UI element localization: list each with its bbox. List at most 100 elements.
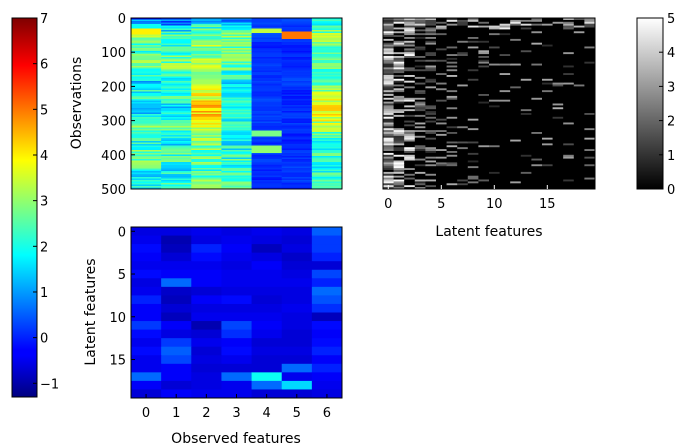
latent-feature-cell (499, 171, 511, 175)
loading-cell (221, 261, 253, 271)
latent-feature-cell (584, 122, 596, 125)
latent-feature-cell (467, 122, 479, 125)
latent-feature-cell (404, 105, 416, 108)
observation-cell (281, 138, 313, 140)
observation-cell (221, 85, 253, 88)
latent-feature-cell (457, 33, 469, 36)
observation-cell (191, 139, 222, 142)
latent-feature-cell (383, 57, 394, 61)
loading-cell (161, 235, 192, 245)
latent-feature-cell (520, 29, 532, 32)
latent-feature-cell (510, 90, 522, 93)
latent-feature-cell (478, 113, 490, 116)
observation-cell (221, 144, 253, 146)
observation-cell (281, 141, 313, 143)
loading-cell (251, 355, 283, 365)
observation-cell (221, 105, 253, 107)
latent-feature-cell (436, 132, 447, 135)
latent-feature-cell (393, 21, 405, 25)
observation-cell (161, 132, 192, 134)
latent-feature-cell (489, 35, 500, 38)
latent-feature-cell (563, 113, 575, 116)
latent-feature-cell (383, 116, 394, 120)
observation-cell (131, 151, 162, 154)
latent-feature-cell (393, 48, 405, 51)
latent-feature-cell (563, 59, 575, 63)
latent-feature-cell (520, 25, 532, 28)
latent-feature-cell (499, 154, 511, 158)
observation-cell (311, 88, 343, 91)
latent-feature-cell (478, 128, 490, 131)
observation-cell (161, 76, 192, 79)
latent-feature-cell (542, 40, 553, 44)
observations-y-tick-label: 500 (101, 183, 126, 198)
observation-cell (221, 39, 253, 41)
latent-feature-cell (499, 114, 511, 118)
observation-cell (131, 72, 162, 74)
latent-feature-cell (393, 50, 405, 53)
observation-cell (131, 48, 162, 50)
observation-cell (281, 78, 313, 80)
latent-feature-cell (425, 84, 437, 87)
latent-feature-cell (446, 185, 458, 188)
observation-cell (161, 19, 192, 22)
observation-cell (251, 160, 283, 163)
observation-cell (281, 94, 313, 97)
latent-feature-cell (584, 116, 596, 120)
latent-feature-cell (520, 56, 532, 59)
latent-feature-cell (499, 181, 511, 184)
latent-feature-cell (573, 151, 585, 154)
observation-cell (251, 93, 283, 95)
latent-feature-cell (542, 160, 553, 163)
observation-cell (311, 39, 343, 41)
observation-cell (191, 36, 222, 38)
latent-feature-cell (404, 139, 416, 142)
latent-feature-cell (414, 88, 426, 91)
latent-feature-cell (478, 88, 490, 91)
latent-feature-cell (563, 23, 575, 26)
latent-feature-cell (552, 21, 564, 25)
latent-feature-cell (489, 147, 500, 150)
latent-feature-cell (457, 48, 469, 51)
latent-feature-cell (436, 166, 447, 169)
observation-cell (191, 121, 222, 124)
latent-feature-cell (393, 126, 405, 129)
latent-feature-cell (499, 135, 511, 139)
latent-feature-cell (478, 107, 490, 110)
latent-feature-cell (584, 114, 596, 118)
observation-cell (311, 51, 343, 53)
observation-cell (221, 150, 253, 152)
latent-feature-cell (425, 122, 437, 125)
latent-feature-cell (436, 44, 447, 47)
observation-cell (311, 175, 343, 178)
latent-feature-cell (425, 90, 437, 93)
latent-feature-cell (446, 84, 458, 87)
latent-feature-cell (542, 151, 553, 154)
observations-y-tick-label: 200 (101, 80, 126, 95)
observation-cell (221, 156, 253, 158)
latent-feature-cell (563, 147, 575, 150)
latent-feature-cell (446, 63, 458, 66)
latent-feature-cell (393, 18, 405, 21)
latent-feature-cell (510, 181, 522, 184)
latent-feature-cell (467, 128, 479, 131)
latent-feature-cell (531, 101, 543, 104)
latent-feature-cell (457, 63, 469, 66)
latent-feature-cell (520, 97, 532, 101)
latent-feature-cell (457, 99, 469, 102)
latent-feature-cell (510, 124, 522, 127)
latent-feature-cell (510, 37, 522, 40)
observation-cell (251, 103, 283, 106)
latent-feature-cell (563, 71, 575, 74)
latent-feature-cell (542, 95, 553, 99)
latent-feature-cell (584, 25, 596, 28)
observation-cell (281, 72, 313, 74)
observation-cell (191, 178, 222, 181)
latent-feature-cell (383, 88, 394, 91)
latent-feature-cell (584, 154, 596, 158)
latent-feature-cell (478, 173, 490, 177)
latent-feature-cell (499, 88, 511, 91)
latent-feature-cell (425, 164, 437, 167)
latent-feature-cell (393, 118, 405, 121)
